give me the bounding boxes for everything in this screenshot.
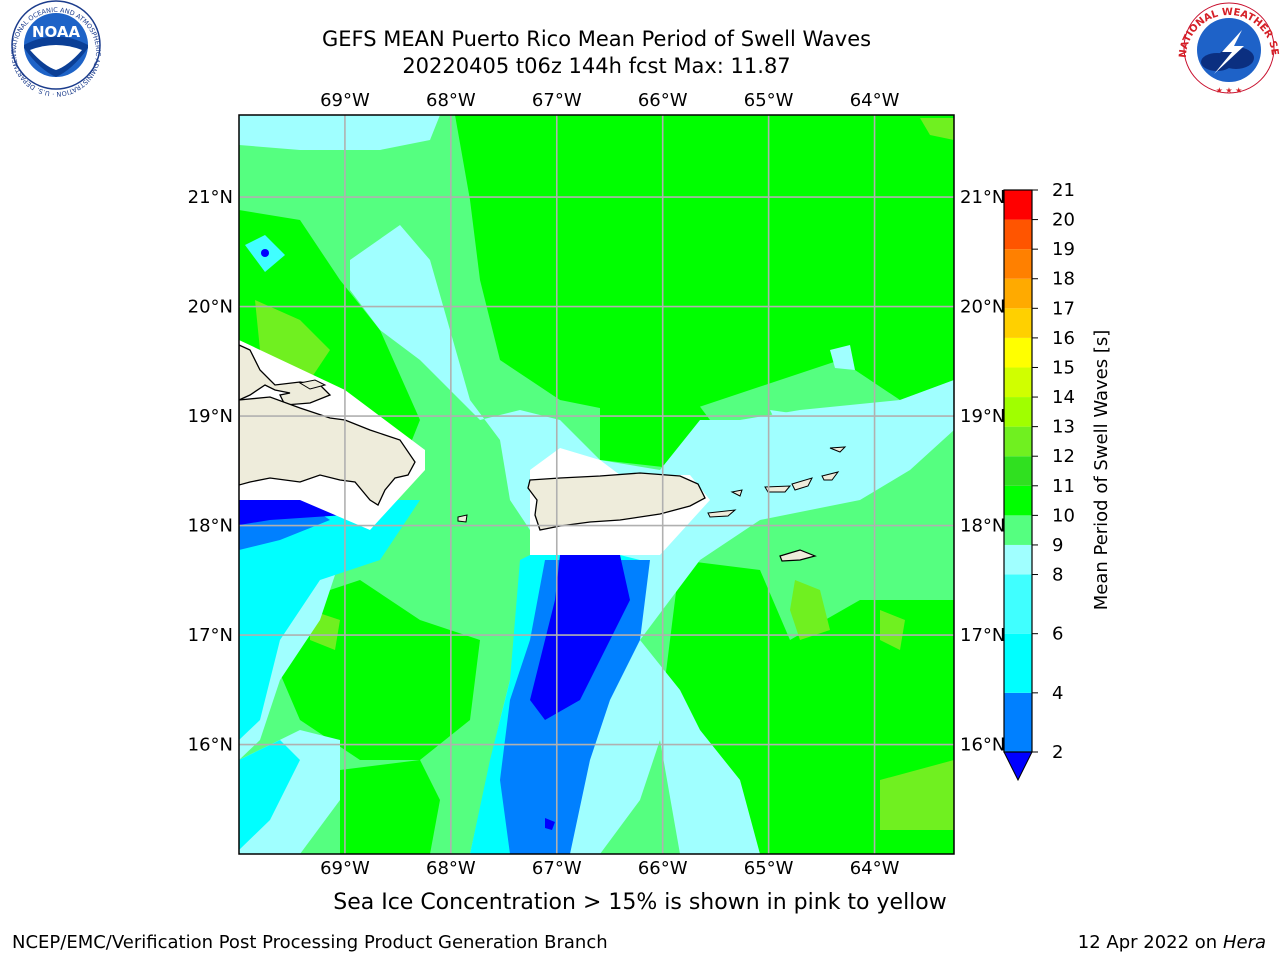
nws-logo: NATIONAL WEATHER SERVICE ★ ★ ★ [0,0,1280,95]
hispaniola-north-coast [239,344,332,406]
puerto-rico-coast [527,472,706,531]
colorbar-tick-label: 16 [1052,328,1075,349]
colorbar-tick-label: 13 [1052,417,1075,438]
colorbar-tick-label: 17 [1052,298,1075,319]
lon-tick-label-top: 69°W [320,90,370,111]
colorbar-tick-label: 8 [1052,565,1063,586]
lat-tick-label-left: 20°N [188,297,233,318]
colorbar-tick-label: 9 [1052,535,1063,556]
lat-tick-label-right: 18°N [960,516,1005,537]
colorbar-band [1004,515,1032,545]
colorbar-under-triangle [1003,751,1033,782]
lon-tick-label-bottom: 67°W [532,858,582,879]
colorbar: 2 4 6 8 9 10 11 12 13 14 15 16 17 18 19 20 21 [1003,180,1075,782]
colorbar-band [1004,278,1032,309]
hispaniola-coast [239,396,416,506]
swell-period-field [239,115,954,854]
chart-title: GEFS MEAN Puerto Rico Mean Period of Swe… [321,27,872,51]
axis-tick-labels: 69°W 69°W 68°W 68°W 67°W 67°W 66°W 66°W 65°W 65°W… [188,90,1006,879]
lon-tick-label-bottom: 69°W [320,858,370,879]
lat-tick-label-left: 16°N [188,735,233,756]
colorbar-tick-label: 14 [1052,387,1075,408]
colorbar-band [1004,308,1032,338]
colorbar-band [1004,485,1032,516]
lon-tick-label-top: 66°W [638,90,688,111]
footer-host: Hera [1222,932,1266,953]
colorbar-band [1004,544,1032,575]
colorbar-tick-label: 15 [1052,357,1075,378]
nws-ring-text: NATIONAL WEATHER SERVICE [0,0,1280,58]
colorbar-band [1004,367,1032,398]
lon-tick-label-bottom: 66°W [638,858,688,879]
colorbar-tick-label: 2 [1052,742,1063,763]
sea-ice-note: Sea Ice Concentration > 15% is shown in … [333,890,947,915]
footer-credit: NCEP/EMC/Verification Post Processing Pr… [12,932,608,953]
lon-tick-label-top: 64°W [850,90,900,111]
lat-tick-label-right: 20°N [960,297,1005,318]
colorbar-band [1004,397,1032,427]
footer-date: 12 Apr 2022 on Hera [1078,932,1266,953]
map-frame [238,114,955,855]
lon-tick-label-top: 68°W [426,90,476,111]
noaa-wordmark: NOAA [32,23,81,41]
lat-tick-label-right: 19°N [960,406,1005,427]
lat-tick-label-left: 18°N [188,516,233,537]
st-croix-coast [779,549,817,562]
colorbar-band [1004,692,1032,752]
colorbar-band [1004,574,1032,634]
svg-text:★ ★ ★: ★ ★ ★ [1216,86,1243,95]
colorbar-tick-label: 19 [1052,239,1075,260]
lat-tick-label-left: 19°N [188,406,233,427]
colorbar-label: Mean Period of Swell Waves [s] [1091,330,1112,611]
lat-tick-label-right: 16°N [960,735,1005,756]
lon-tick-label-bottom: 64°W [850,858,900,879]
lat-tick-label-left: 17°N [188,625,233,646]
lat-tick-label-right: 17°N [960,625,1005,646]
lon-tick-label-top: 67°W [532,90,582,111]
lat-tick-label-left: 21°N [188,187,233,208]
colorbar-band [1004,249,1032,279]
colorbar-band [1004,633,1032,693]
colorbar-band [1004,456,1032,486]
colorbar-tick-label: 6 [1052,624,1063,645]
colorbar-tick-label: 21 [1052,180,1075,201]
noaa-logo: NATIONAL OCEANIC AND ATMOSPHERIC ADMINIS… [0,0,102,98]
colorbar-frame [1003,189,1033,753]
lat-tick-label-right: 21°N [960,187,1005,208]
colorbar-tick-label: 12 [1052,446,1075,467]
colorbar-band [1004,426,1032,457]
colorbar-tick-label: 11 [1052,476,1075,497]
colorbar-tick-label: 20 [1052,210,1075,231]
colorbar-tick-label: 10 [1052,505,1075,526]
graticule [239,115,954,854]
footer-date-text: 12 Apr 2022 on [1077,932,1218,953]
colorbar-tick-label: 4 [1052,683,1063,704]
lon-tick-label-bottom: 65°W [744,858,794,879]
lon-tick-label-top: 65°W [744,90,794,111]
colorbar-band [1004,219,1032,250]
chart-subtitle: 20220405 t06z 144h fcst Max: 11.87 [402,54,791,78]
colorbar-tick-label: 18 [1052,269,1075,290]
colorbar-band [1004,337,1032,368]
lon-tick-label-bottom: 68°W [426,858,476,879]
colorbar-band [1004,190,1032,220]
